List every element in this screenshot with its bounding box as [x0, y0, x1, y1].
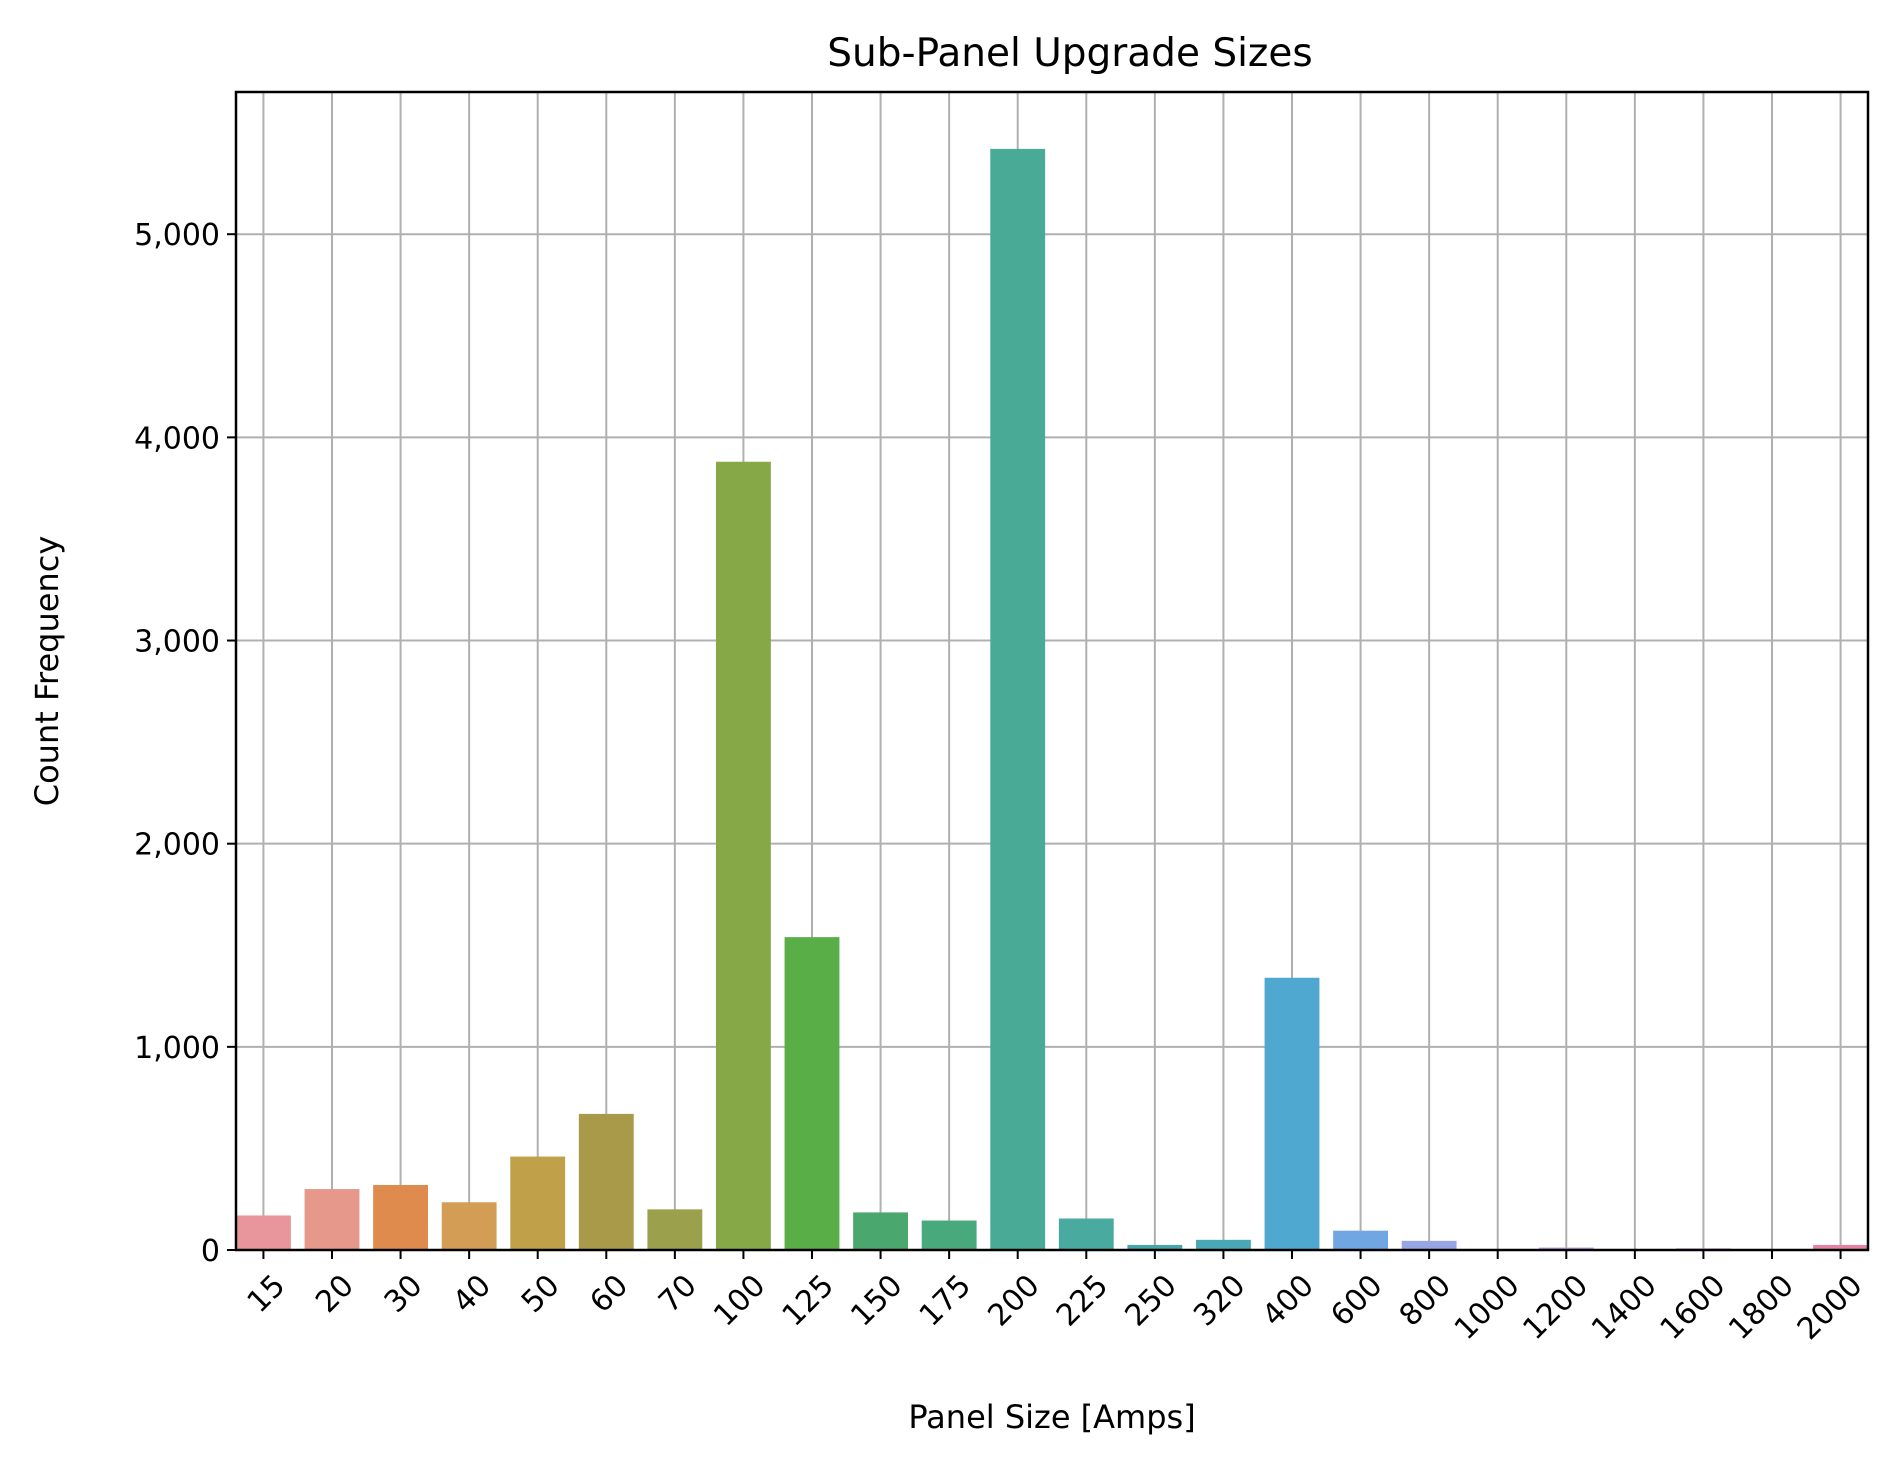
- y-tick-label: 1,000: [134, 1031, 220, 1066]
- bar-125: [784, 937, 840, 1250]
- x-tick-label: 1200: [1516, 1268, 1595, 1347]
- chart-title: Sub-Panel Upgrade Sizes: [827, 31, 1312, 76]
- bar-100: [716, 461, 771, 1250]
- bar-600: [1333, 1230, 1388, 1250]
- bar-50: [510, 1156, 566, 1250]
- x-tick-label: 400: [1256, 1268, 1321, 1333]
- bars: [236, 148, 1868, 1250]
- bar-800: [1401, 1240, 1457, 1250]
- x-tick-label: 125: [776, 1268, 841, 1333]
- bar-225: [1058, 1218, 1114, 1250]
- x-tick-label: 70: [652, 1268, 704, 1320]
- plot-frame: [234, 90, 1870, 1252]
- x-tick-label: 50: [515, 1268, 567, 1320]
- x-tick-label: 60: [583, 1268, 635, 1320]
- y-tick-label: 5,000: [134, 218, 220, 253]
- bar-175: [921, 1220, 977, 1250]
- y-tick-label: 2,000: [134, 828, 220, 863]
- x-tick-label: 1000: [1448, 1268, 1527, 1347]
- y-axis-ticks: 0 1,000 2,000 3,000 4,000 5,000: [134, 218, 236, 1269]
- y-axis-label: Count Frequency: [28, 536, 66, 807]
- bar-40: [441, 1202, 497, 1250]
- bar-2000: [1813, 1244, 1868, 1250]
- x-tick-label: 175: [913, 1268, 978, 1333]
- bar-250: [1127, 1244, 1183, 1250]
- grid-lines: [236, 92, 1868, 1251]
- bar-400: [1264, 977, 1320, 1250]
- y-tick-label: 0: [201, 1234, 220, 1269]
- x-tick-label: 1400: [1585, 1268, 1664, 1347]
- x-tick-label: 225: [1050, 1268, 1115, 1333]
- x-tick-label: 600: [1324, 1268, 1389, 1333]
- x-tick-label: 250: [1119, 1268, 1184, 1333]
- x-tick-label: 15: [241, 1268, 293, 1320]
- y-tick-label: 3,000: [134, 625, 220, 660]
- x-tick-label: 150: [844, 1268, 909, 1333]
- bar-60: [578, 1113, 634, 1250]
- bar-30: [373, 1184, 428, 1250]
- x-tick-label: 20: [309, 1268, 361, 1320]
- x-tick-label: 30: [378, 1268, 430, 1320]
- x-tick-label: 100: [707, 1268, 772, 1333]
- bar-320: [1196, 1239, 1251, 1250]
- x-tick-label: 200: [981, 1268, 1046, 1333]
- x-tick-label: 40: [446, 1268, 498, 1320]
- x-tick-label: 2000: [1791, 1268, 1870, 1347]
- bar-150: [853, 1212, 908, 1250]
- bar-200: [990, 148, 1046, 1250]
- x-tick-label: 1800: [1722, 1268, 1801, 1347]
- x-tick-label: 1600: [1654, 1268, 1733, 1347]
- bar-15: [236, 1215, 291, 1250]
- x-axis-ticks: 15 20 30 40 50 60 70 100 125 150 175 200 225 250 320 40…: [241, 1250, 1870, 1347]
- y-tick-label: 4,000: [134, 421, 220, 456]
- x-tick-label: 320: [1187, 1268, 1252, 1333]
- x-axis-label: Panel Size [Amps]: [908, 1398, 1195, 1436]
- bar-70: [647, 1209, 703, 1250]
- bar-20: [304, 1189, 360, 1250]
